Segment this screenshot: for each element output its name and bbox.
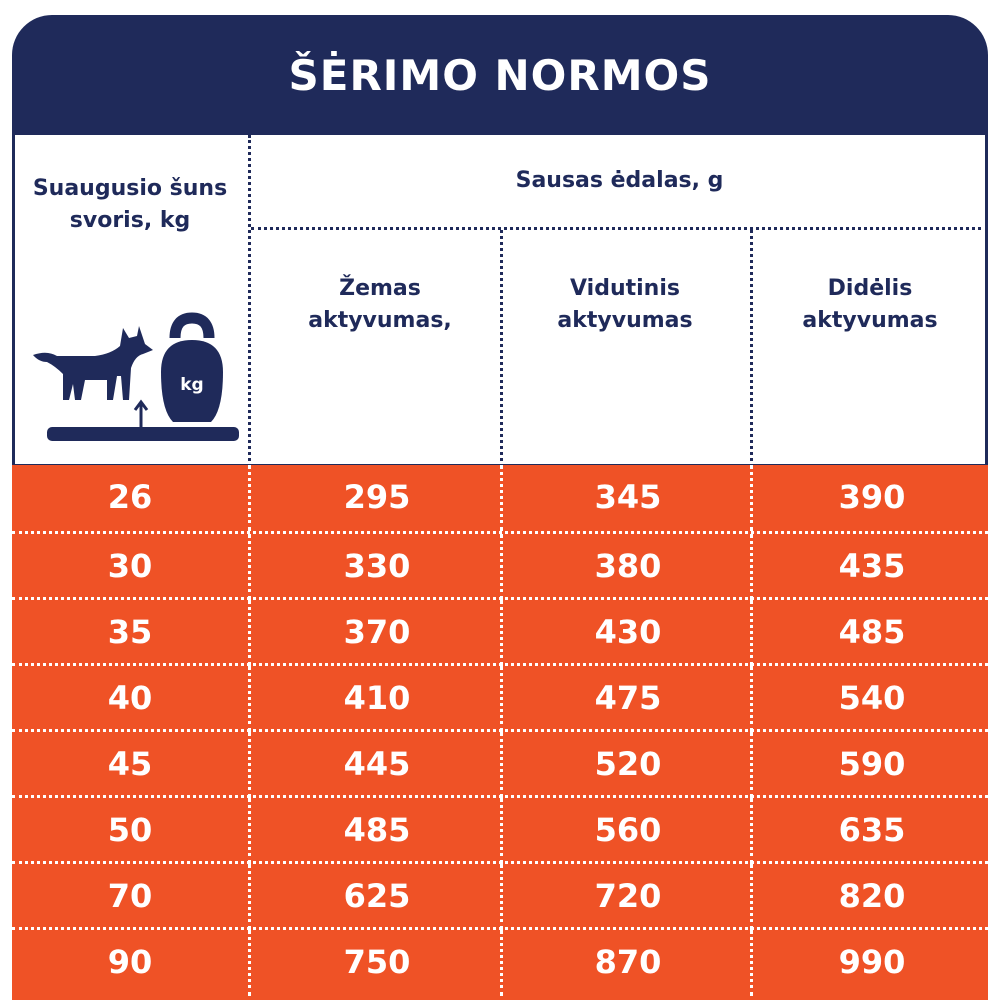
food-cell: 485 (750, 600, 991, 666)
table-header: Suaugusio šuns svoris, kg Sausas ėdalas,… (12, 135, 988, 467)
food-cell: 870 (500, 930, 753, 996)
title: ŠĖRIMO NORMOS (288, 50, 712, 100)
food-cell: 560 (500, 798, 753, 864)
weight-cell: 90 (107, 943, 153, 981)
food-cell: 485 (248, 798, 503, 864)
weight-cell: 50 (107, 811, 153, 849)
divider (500, 230, 503, 467)
column-header: Didėlis aktyvumas (802, 276, 938, 333)
title-bar: ŠĖRIMO NORMOS (12, 15, 988, 135)
weight-cell: 45 (107, 745, 153, 783)
table-row: 35 370 430 485 (12, 597, 988, 666)
food-cell: 590 (750, 732, 991, 798)
column-header: Vidutinis aktyvumas (557, 276, 693, 333)
food-cell: 430 (500, 600, 753, 666)
table-row: 30 330 380 435 (12, 531, 988, 600)
table-row: 45 445 520 590 (12, 729, 988, 798)
table-body: 26 295 345 390 30 330 380 435 35 370 430 485 40 410 47… (12, 465, 988, 1000)
weight-header: Suaugusio šuns svoris, kg (32, 176, 228, 233)
food-cell: 330 (248, 534, 503, 600)
table-row: 70 625 720 820 (12, 861, 988, 930)
weight-cell: 35 (107, 613, 153, 651)
dog-scale-icon: kg (33, 312, 239, 441)
food-cell: 295 (248, 465, 503, 531)
food-cell: 390 (750, 465, 991, 531)
food-cell: 990 (750, 930, 991, 996)
weight-cell: 30 (107, 547, 153, 585)
column-header: Žemas aktyvumas, (308, 276, 452, 333)
divider (750, 230, 753, 467)
table-row: 90 750 870 990 (12, 927, 988, 996)
divider (248, 135, 251, 467)
food-cell: 345 (500, 465, 753, 531)
food-cell: 410 (248, 666, 503, 732)
weight-cell: 26 (107, 478, 153, 516)
food-cell: 475 (500, 666, 753, 732)
food-cell: 435 (750, 534, 991, 600)
table-row: 40 410 475 540 (12, 663, 988, 732)
food-cell: 520 (500, 732, 753, 798)
weight-cell: 40 (107, 679, 153, 717)
food-cell: 820 (750, 864, 991, 930)
food-cell: 540 (750, 666, 991, 732)
food-cell: 635 (750, 798, 991, 864)
food-cell: 445 (248, 732, 503, 798)
food-cell: 750 (248, 930, 503, 996)
food-cell: 370 (248, 600, 503, 666)
table-row: 50 485 560 635 (12, 795, 988, 864)
food-cell: 625 (248, 864, 503, 930)
icon-label: kg (180, 375, 203, 395)
weight-cell: 70 (107, 877, 153, 915)
table-row: 26 295 345 390 (12, 465, 988, 531)
food-cell: 380 (500, 534, 753, 600)
food-header: Sausas ėdalas, g (515, 168, 724, 193)
food-cell: 720 (500, 864, 753, 930)
divider (251, 227, 988, 230)
